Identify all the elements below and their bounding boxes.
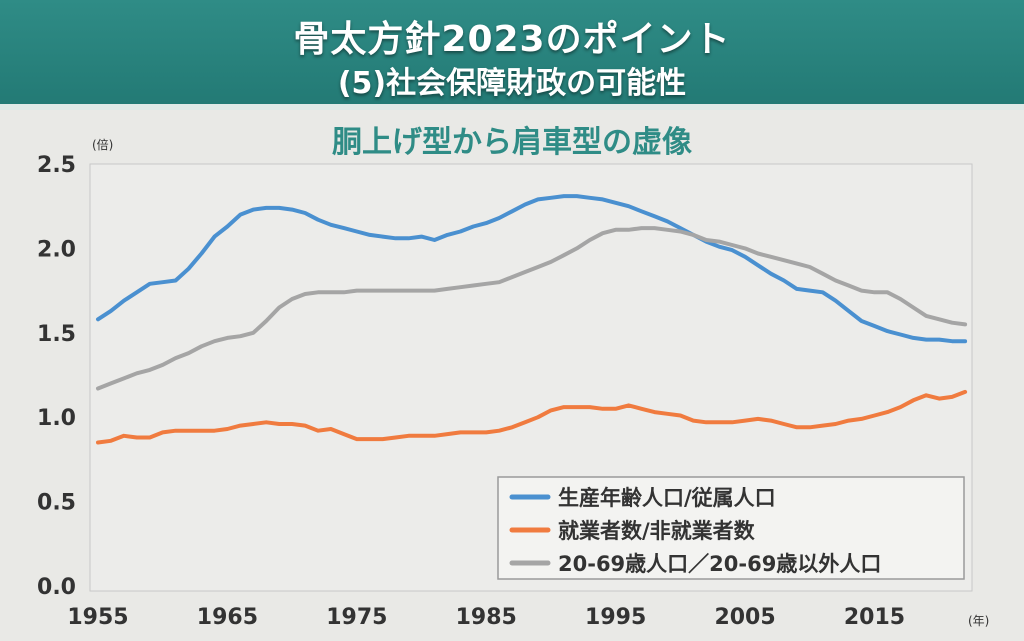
y-tick-label: 0.0 [37,575,76,600]
page-title: 骨太方針2023のポイント [293,19,731,60]
x-tick-label: 1975 [326,605,387,630]
x-axis-unit: (年) [968,614,989,628]
y-tick-label: 2.0 [37,237,76,262]
x-tick-label: 1995 [585,605,646,630]
y-tick-label: 2.5 [37,153,76,178]
x-tick-label: 2005 [714,605,775,630]
header-banner: 骨太方針2023のポイント (5)社会保障財政の可能性 [0,0,1024,108]
x-tick-label: 2015 [844,605,905,630]
y-tick-label: 0.5 [37,491,76,516]
series-line-3 [96,226,968,391]
legend-box [497,476,965,580]
y-tick-label: 1.0 [37,406,76,431]
x-tick-label: 1985 [456,605,517,630]
y-axis: 0.0 0.5 1.0 1.5 2.0 2.5 [37,153,76,600]
y-tick-label: 1.5 [37,322,76,347]
series-line-2 [96,389,968,445]
page-subtitle: (5)社会保障財政の可能性 [337,66,687,101]
chart-title: 胴上げ型から肩車型の虚像 [332,125,692,160]
header-divider [0,104,1024,110]
y-axis-unit: (倍) [92,137,113,152]
legend-label-3: 20-69歳人口／20-69歳以外人口 [558,552,881,576]
x-tick-label: 1955 [67,605,128,630]
legend-label-2: 就業者数/非就業者数 [558,519,756,543]
series-line-1 [96,194,968,344]
legend-label-1: 生産年齢人口/従属人口 [558,486,776,510]
x-axis: 1955 1965 1975 1985 1995 2005 2015 [67,605,905,630]
series-lines [96,194,968,445]
x-tick-label: 1965 [197,605,258,630]
